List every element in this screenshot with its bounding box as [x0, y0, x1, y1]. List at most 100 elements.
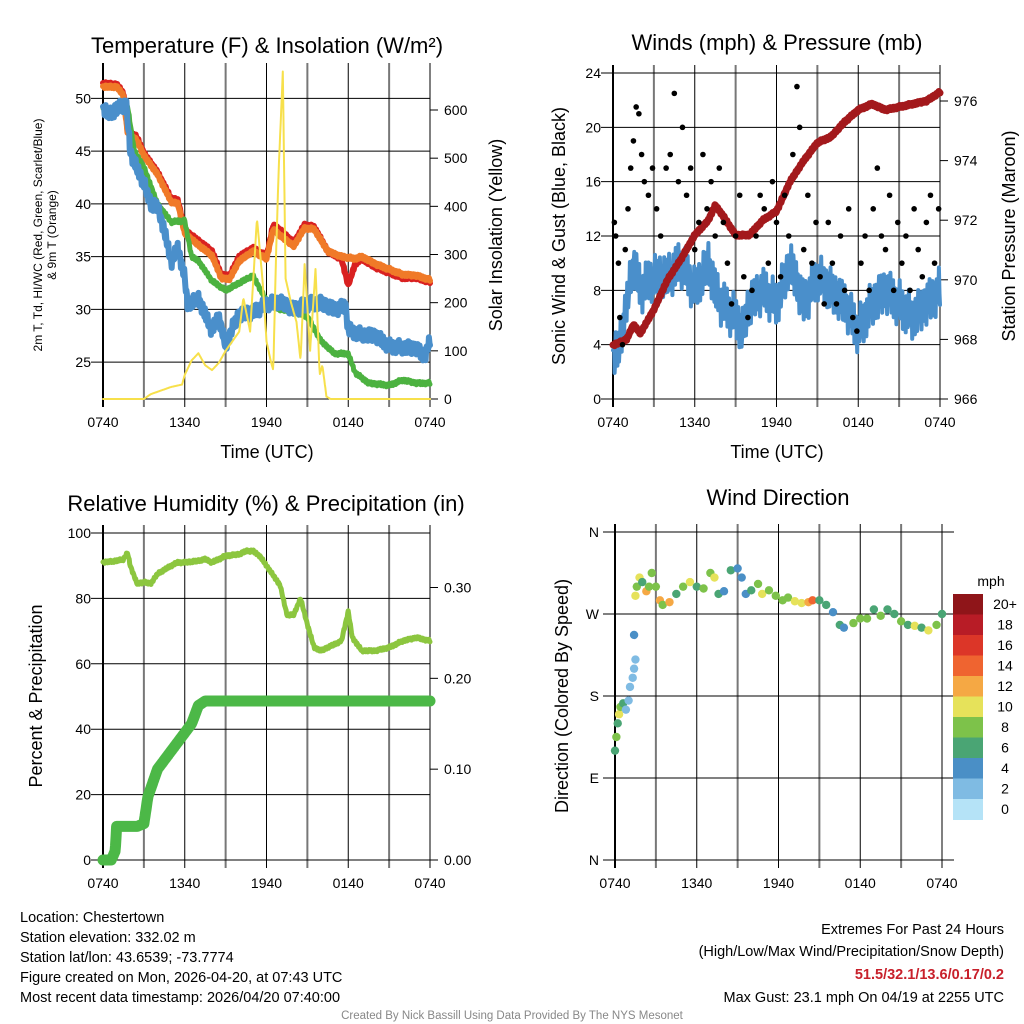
direction-point	[651, 582, 661, 591]
direction-point	[828, 607, 838, 617]
gust-point	[625, 206, 631, 212]
colorbar-label: 14	[997, 658, 1013, 674]
y-tick-label: 16	[585, 174, 601, 190]
y-right-tick-label: 0.30	[444, 580, 471, 596]
gust-point	[785, 233, 792, 239]
y-right-tick-label: 970	[954, 272, 978, 288]
gust-point	[837, 233, 844, 239]
x-tick-label: 0740	[599, 875, 630, 891]
gust-point	[813, 219, 819, 226]
y-right-tick-label: 0	[444, 391, 452, 407]
colorbar-swatch	[953, 614, 983, 636]
wind-y-label: Sonic Wind & Gust (Blue, Black)	[549, 107, 569, 365]
latlon-text: Station lat/lon: 43.6539; -73.7774	[20, 950, 234, 966]
direction-point	[849, 618, 858, 628]
direction-point	[883, 605, 892, 614]
colorbar-swatch	[953, 594, 983, 615]
gust-point	[911, 206, 917, 212]
direction-point	[764, 586, 774, 595]
gust-point	[829, 260, 836, 266]
direction-point	[821, 600, 831, 610]
direction-point	[890, 609, 899, 619]
gust-point	[641, 178, 648, 185]
y-tick-label: N	[589, 852, 599, 868]
colorbar-label: 18	[997, 617, 1013, 633]
gust-point	[728, 301, 735, 307]
y-right-tick-label: 0.00	[444, 852, 471, 868]
y-tick-label: N	[589, 524, 599, 540]
colorbar-label: 20+	[993, 596, 1017, 612]
y-tick-label: 40	[75, 196, 91, 212]
colorbar-label: 10	[997, 699, 1013, 715]
x-tick-label: 0740	[87, 414, 118, 430]
direction-point	[797, 598, 806, 608]
series-line-solar-insolation-yellow-	[102, 70, 431, 400]
gust-point	[704, 206, 710, 212]
y-right-tick-label: 100	[444, 343, 468, 359]
direction-point	[629, 630, 639, 640]
temp-y-label: 2m T, Td, HI/WC (Red, Green, Scarlet/Blu…	[31, 119, 45, 352]
y-tick-label: 100	[68, 525, 92, 541]
gust-point	[899, 260, 905, 266]
x-tick-label: 1340	[169, 875, 200, 891]
series-line-precipitation	[97, 695, 436, 866]
gust-point	[612, 233, 619, 239]
y-tick-label: E	[590, 770, 599, 786]
colorbar-label: 6	[1001, 740, 1009, 756]
gust-point	[781, 192, 788, 199]
direction-point	[790, 597, 800, 606]
gust-point	[854, 328, 860, 334]
gust-point	[903, 233, 909, 239]
gust-point	[882, 246, 889, 253]
y-tick-label: 0	[593, 391, 601, 407]
y-right-tick-label: 968	[954, 331, 978, 347]
gust-point	[720, 219, 727, 226]
gust-point	[874, 165, 881, 171]
wind-x-label: Time (UTC)	[730, 442, 823, 462]
panel-2: 0740 1340 1940 0140 0740 0 20 40 60 80 100 0.00 0.10…	[68, 525, 471, 891]
gust-point	[858, 260, 864, 266]
gust-point	[611, 219, 618, 226]
direction-point	[753, 579, 763, 589]
y-tick-label: 25	[75, 354, 91, 370]
direction-point	[726, 566, 736, 575]
direction-point	[862, 614, 872, 623]
gust-point	[800, 246, 807, 253]
direction-point	[613, 719, 622, 728]
x-tick-label: 0740	[414, 875, 445, 891]
extremes-desc: (High/Low/Max Wind/Precipitation/Snow De…	[699, 944, 1004, 960]
gust-point	[935, 206, 942, 212]
gust-point	[633, 104, 639, 110]
created-text: Figure created on Mon, 2026-04-20, at 07…	[20, 970, 342, 986]
direction-point	[757, 589, 767, 599]
temp-chart-title: Temperature (F) & Insolation (W/m²)	[91, 33, 443, 58]
x-tick-label: 0740	[924, 414, 955, 430]
x-tick-label: 1340	[681, 875, 712, 891]
colorbar-label: 16	[997, 637, 1013, 653]
y-right-tick-label: 966	[954, 391, 978, 407]
gust-point	[741, 273, 747, 280]
gust-point	[794, 83, 800, 90]
direction-point	[747, 586, 756, 595]
gust-point	[809, 260, 815, 266]
gust-point	[627, 165, 634, 171]
gust-point	[907, 287, 913, 294]
y-tick-label: 24	[585, 65, 601, 81]
temp-y-right-label: Solar Insolation (Yellow)	[486, 139, 506, 331]
direction-point	[924, 626, 933, 635]
panel-3: 0740 1340 1940 0140 0740NESWNmph20+181614121…	[586, 524, 1017, 891]
x-tick-label: 1340	[679, 414, 710, 430]
series-line-hi-wc-blue-	[100, 97, 433, 364]
gust-point	[870, 206, 877, 212]
x-tick-label: 1340	[169, 414, 200, 430]
y-tick-label: 35	[75, 249, 91, 265]
direction-point	[614, 710, 624, 719]
series-line-relative-humidity	[100, 547, 433, 655]
gust-point	[724, 260, 731, 266]
x-tick-label: 1940	[763, 875, 794, 891]
y-tick-label: 80	[75, 590, 91, 606]
x-tick-label: 0140	[333, 414, 364, 430]
colorbar-swatch	[953, 655, 983, 677]
direction-point	[719, 587, 729, 596]
gust-point	[653, 206, 660, 212]
